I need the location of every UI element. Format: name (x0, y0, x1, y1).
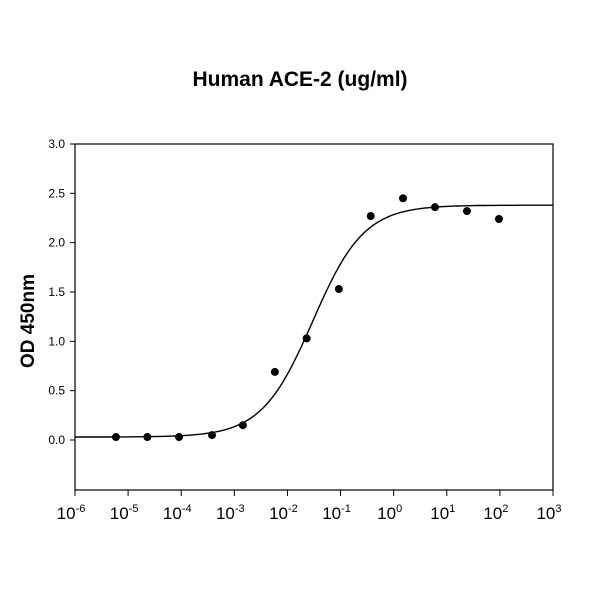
y-tick-label: 2.0 (48, 236, 65, 250)
x-tick-label: 10-5 (110, 503, 139, 523)
y-tick-label: 1.5 (48, 285, 65, 299)
x-tick-label: 103 (536, 503, 561, 523)
data-point (175, 433, 184, 442)
data-point (238, 421, 247, 430)
chart-title: Human ACE-2 (ug/ml) (192, 68, 408, 91)
x-tick-label: 10-6 (57, 503, 86, 523)
data-points (111, 194, 503, 442)
axes-box (74, 143, 554, 491)
data-point (366, 212, 375, 221)
y-tick-label: 3.0 (48, 137, 65, 151)
x-tick-label: 10-4 (163, 503, 192, 523)
data-point (302, 334, 311, 343)
data-point (111, 433, 120, 442)
y-axis-ticks: 0.0 0.5 1.0 1.5 2.0 2.5 3.0 (48, 137, 75, 447)
x-tick-label: 102 (483, 503, 508, 523)
data-point (208, 431, 217, 440)
y-tick-label: 2.5 (48, 186, 65, 200)
x-tick-label: 10-2 (269, 503, 298, 523)
data-point (462, 207, 471, 216)
data-point (430, 203, 439, 212)
x-tick-label: 10-3 (216, 503, 245, 523)
data-point (399, 194, 408, 203)
x-axis-ticks: 10-6 10-5 10-4 10-3 10-2 10-1 100 101 102 103 (57, 490, 562, 523)
x-tick-label: 101 (430, 503, 455, 523)
data-point (494, 214, 503, 223)
data-point (143, 433, 152, 442)
x-tick-label: 100 (377, 503, 402, 523)
y-tick-label: 1.0 (48, 334, 65, 348)
fit-line (75, 204, 553, 438)
fit-curve (75, 204, 553, 438)
data-point (334, 285, 343, 294)
x-tick-label: 10-1 (322, 503, 351, 523)
data-point (270, 367, 279, 376)
plot-frame (74, 143, 554, 491)
y-tick-label: 0.5 (48, 384, 65, 398)
y-tick-label: 0.0 (48, 433, 65, 447)
